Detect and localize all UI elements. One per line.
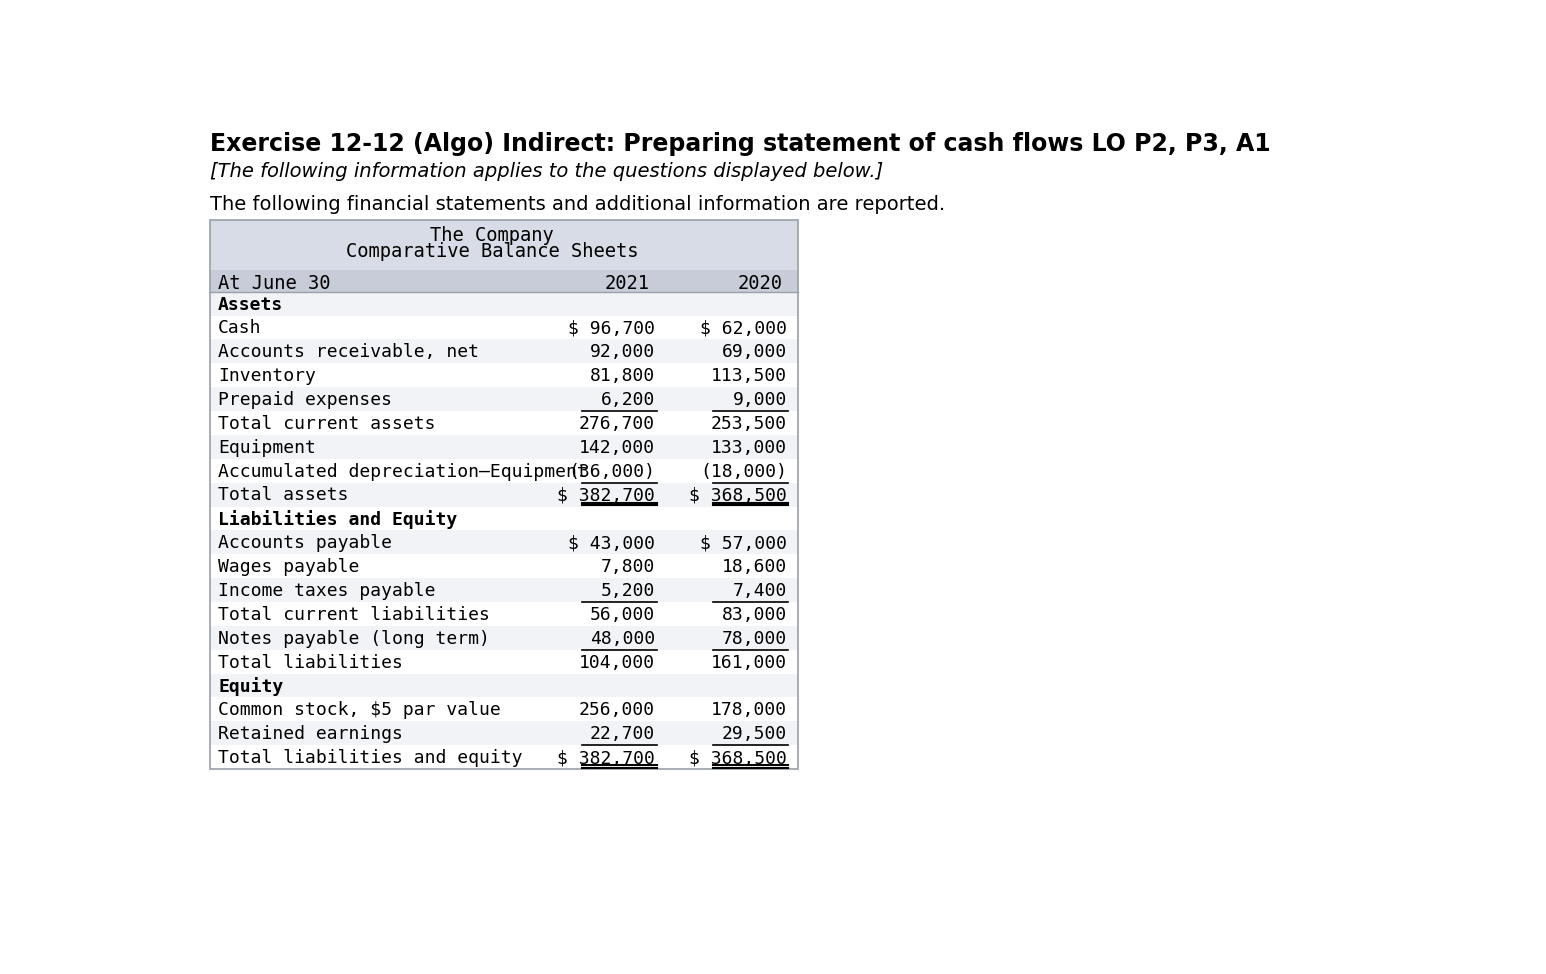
Text: (36,000): (36,000) — [567, 463, 656, 480]
FancyBboxPatch shape — [210, 220, 798, 270]
Text: 18,600: 18,600 — [722, 558, 787, 576]
FancyBboxPatch shape — [210, 339, 798, 363]
FancyBboxPatch shape — [210, 316, 798, 339]
Text: 104,000: 104,000 — [580, 654, 656, 671]
Text: Total liabilities and equity: Total liabilities and equity — [218, 749, 523, 768]
Text: $ 43,000: $ 43,000 — [567, 534, 656, 552]
FancyBboxPatch shape — [210, 270, 798, 291]
Text: 22,700: 22,700 — [591, 726, 656, 743]
FancyBboxPatch shape — [210, 434, 798, 459]
FancyBboxPatch shape — [210, 506, 798, 531]
Text: 256,000: 256,000 — [580, 701, 656, 720]
Text: Accounts payable: Accounts payable — [218, 534, 393, 552]
Text: 29,500: 29,500 — [722, 726, 787, 743]
Text: Common stock, $5 par value: Common stock, $5 par value — [218, 701, 501, 720]
Text: 69,000: 69,000 — [722, 343, 787, 361]
Text: Exercise 12-12 (Algo) Indirect: Preparing statement of cash flows LO P2, P3, A1: Exercise 12-12 (Algo) Indirect: Preparin… — [210, 131, 1271, 156]
Text: Cash: Cash — [218, 319, 261, 337]
Text: Liabilities and Equity: Liabilities and Equity — [218, 510, 458, 529]
FancyBboxPatch shape — [210, 363, 798, 387]
FancyBboxPatch shape — [210, 483, 798, 506]
Text: Notes payable (long term): Notes payable (long term) — [218, 630, 490, 648]
Text: (18,000): (18,000) — [700, 463, 787, 480]
FancyBboxPatch shape — [210, 722, 798, 745]
Text: 7,400: 7,400 — [733, 581, 787, 600]
Text: Retained earnings: Retained earnings — [218, 726, 404, 743]
Text: The following financial statements and additional information are reported.: The following financial statements and a… — [210, 196, 946, 214]
FancyBboxPatch shape — [210, 387, 798, 411]
Text: 56,000: 56,000 — [591, 606, 656, 623]
Text: 142,000: 142,000 — [580, 438, 656, 457]
Text: Total liabilities: Total liabilities — [218, 654, 404, 671]
Text: 81,800: 81,800 — [591, 367, 656, 385]
Text: 178,000: 178,000 — [711, 701, 787, 720]
Text: $ 96,700: $ 96,700 — [567, 319, 656, 337]
Text: Prepaid expenses: Prepaid expenses — [218, 391, 393, 409]
Text: 2020: 2020 — [737, 274, 784, 293]
Text: 48,000: 48,000 — [591, 630, 656, 648]
Text: 253,500: 253,500 — [711, 415, 787, 432]
Text: 6,200: 6,200 — [601, 391, 656, 409]
Text: 133,000: 133,000 — [711, 438, 787, 457]
Text: Wages payable: Wages payable — [218, 558, 359, 576]
FancyBboxPatch shape — [210, 674, 798, 697]
Text: 276,700: 276,700 — [580, 415, 656, 432]
Text: [The following information applies to the questions displayed below.]: [The following information applies to th… — [210, 162, 884, 180]
FancyBboxPatch shape — [210, 531, 798, 554]
Text: 113,500: 113,500 — [711, 367, 787, 385]
Text: 2021: 2021 — [604, 274, 649, 293]
Text: $ 368,500: $ 368,500 — [690, 486, 787, 505]
Text: Total current assets: Total current assets — [218, 415, 436, 432]
Text: Total assets: Total assets — [218, 486, 348, 505]
Text: Equipment: Equipment — [218, 438, 315, 457]
Text: $ 57,000: $ 57,000 — [700, 534, 787, 552]
Text: 83,000: 83,000 — [722, 606, 787, 623]
FancyBboxPatch shape — [210, 697, 798, 722]
Text: 161,000: 161,000 — [711, 654, 787, 671]
Text: Comparative Balance Sheets: Comparative Balance Sheets — [346, 242, 638, 261]
Text: 7,800: 7,800 — [601, 558, 656, 576]
FancyBboxPatch shape — [210, 291, 798, 316]
Text: 92,000: 92,000 — [591, 343, 656, 361]
Text: Accounts receivable, net: Accounts receivable, net — [218, 343, 479, 361]
FancyBboxPatch shape — [210, 579, 798, 602]
Text: Equity: Equity — [218, 678, 283, 696]
Text: At June 30: At June 30 — [218, 274, 331, 293]
Text: Total current liabilities: Total current liabilities — [218, 606, 490, 623]
FancyBboxPatch shape — [210, 602, 798, 626]
Text: 9,000: 9,000 — [733, 391, 787, 409]
Text: 5,200: 5,200 — [601, 581, 656, 600]
FancyBboxPatch shape — [210, 626, 798, 650]
FancyBboxPatch shape — [210, 411, 798, 434]
FancyBboxPatch shape — [210, 650, 798, 674]
Text: Accumulated depreciation–Equipment: Accumulated depreciation–Equipment — [218, 463, 587, 480]
Text: $ 382,700: $ 382,700 — [557, 749, 656, 768]
Text: Inventory: Inventory — [218, 367, 315, 385]
FancyBboxPatch shape — [210, 459, 798, 483]
Text: Assets: Assets — [218, 295, 283, 314]
FancyBboxPatch shape — [210, 554, 798, 579]
Text: $ 382,700: $ 382,700 — [557, 486, 656, 505]
Text: 78,000: 78,000 — [722, 630, 787, 648]
FancyBboxPatch shape — [210, 745, 798, 769]
Text: $ 368,500: $ 368,500 — [690, 749, 787, 768]
Text: The Company: The Company — [430, 226, 553, 245]
Text: $ 62,000: $ 62,000 — [700, 319, 787, 337]
Text: Income taxes payable: Income taxes payable — [218, 581, 436, 600]
